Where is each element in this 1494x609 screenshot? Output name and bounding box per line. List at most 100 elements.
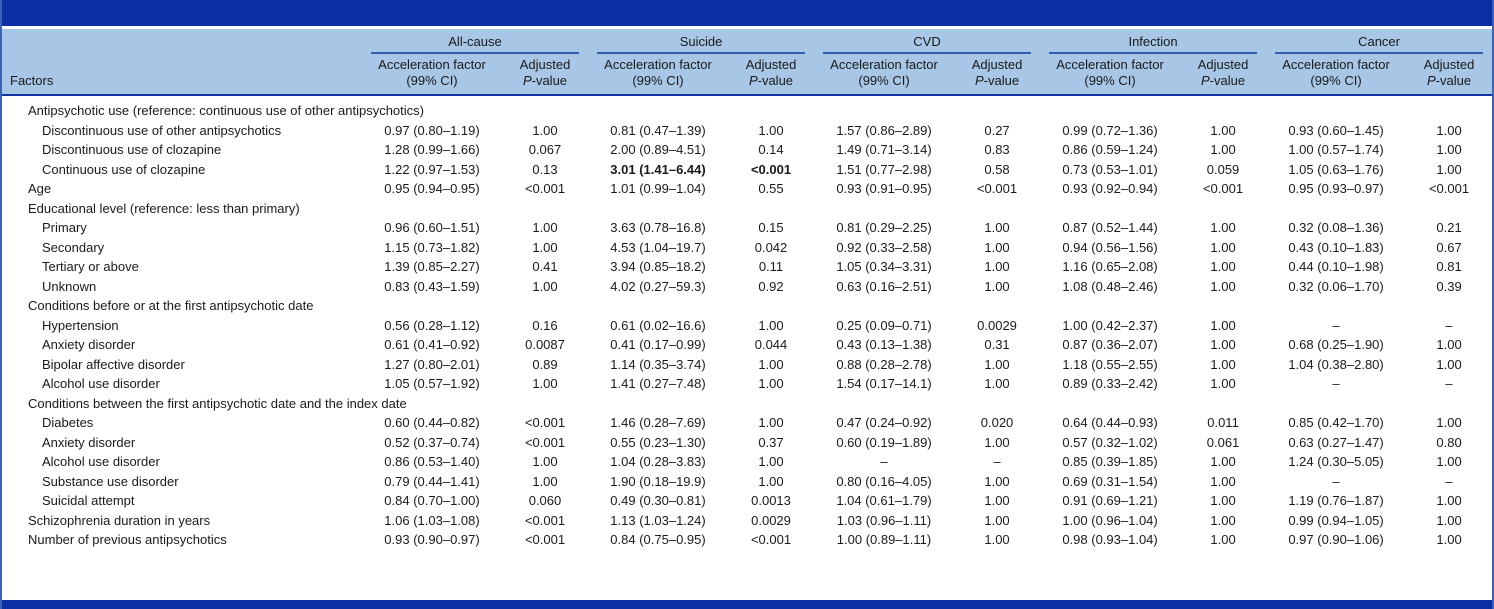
p-value: 1.00 bbox=[984, 434, 1010, 450]
acceleration-factor-value: 1.15 (0.73–1.82) bbox=[384, 239, 480, 255]
p-value: 0.13 bbox=[532, 161, 558, 177]
p-value: 1.00 bbox=[532, 278, 558, 294]
acceleration-factor-value: 1.39 (0.85–2.27) bbox=[384, 259, 480, 274]
factor-label: Number of previous antipsychotics bbox=[28, 532, 227, 547]
acceleration-factor-value: – bbox=[1332, 317, 1340, 333]
p-value: 0.21 bbox=[1436, 220, 1462, 235]
acceleration-factor-value: 0.73 (0.53–1.01) bbox=[1062, 161, 1158, 177]
acceleration-factor-value: 0.84 (0.75–0.95) bbox=[610, 532, 706, 547]
p-value: <0.001 bbox=[524, 434, 566, 450]
acceleration-factor-value: 0.56 (0.28–1.12) bbox=[384, 317, 480, 333]
acceleration-factor-value: 1.51 (0.77–2.98) bbox=[836, 161, 932, 177]
p-value: 0.059 bbox=[1206, 161, 1240, 177]
table-row: Primary 0.96 (0.60–1.51) 1.00 3.63 (0.78–16… bbox=[2, 218, 1492, 238]
p-value: 1.00 bbox=[1436, 122, 1462, 138]
table-row: Number of previous antipsychotics 0.93 (0… bbox=[2, 530, 1492, 550]
acceleration-factor-value: 1.13 (1.03–1.24) bbox=[610, 512, 706, 528]
p-value: 0.41 bbox=[532, 259, 558, 274]
acceleration-factor-value: 0.85 (0.42–1.70) bbox=[1288, 415, 1384, 430]
acceleration-factor-value: 0.97 (0.80–1.19) bbox=[384, 122, 480, 138]
p-value: 1.00 bbox=[984, 278, 1010, 294]
p-value: <0.001 bbox=[1202, 181, 1244, 196]
acceleration-factor-value: 0.93 (0.91–0.95) bbox=[836, 181, 932, 196]
section-row: Antipsychotic use (reference: continuous… bbox=[2, 95, 1492, 121]
group-header-infection: Infection bbox=[1040, 29, 1267, 54]
p-value: 0.55 bbox=[758, 181, 784, 196]
acceleration-factor-value: 1.00 (0.96–1.04) bbox=[1062, 512, 1158, 528]
p-value: 1.00 bbox=[1436, 142, 1462, 157]
table-row: Hypertension 0.56 (0.28–1.12) 0.16 0.61 (0.… bbox=[2, 316, 1492, 336]
acceleration-factor-value: 0.81 (0.47–1.39) bbox=[610, 122, 706, 138]
col-header-p-cancer: Adjusted P-value bbox=[1406, 54, 1493, 96]
factor-label: Alcohol use disorder bbox=[42, 376, 160, 391]
acceleration-factor-value: 1.16 (0.65–2.08) bbox=[1062, 259, 1158, 274]
p-value: <0.001 bbox=[750, 161, 792, 177]
p-value: 1.00 bbox=[984, 493, 1010, 508]
table-row: Secondary 1.15 (0.73–1.82) 1.00 4.53 (1.04–… bbox=[2, 238, 1492, 258]
factor-label: Educational level (reference: less than … bbox=[28, 200, 300, 216]
p-value: <0.001 bbox=[524, 181, 566, 196]
p-value: 0.37 bbox=[758, 434, 784, 450]
group-header-cancer: Cancer bbox=[1266, 29, 1493, 54]
acceleration-factor-value: 0.64 (0.44–0.93) bbox=[1062, 415, 1158, 430]
table-row: Substance use disorder 0.79 (0.44–1.41) 1.… bbox=[2, 472, 1492, 492]
acceleration-factor-value: 0.60 (0.44–0.82) bbox=[384, 415, 480, 430]
factor-label: Conditions between the first antipsychot… bbox=[28, 395, 407, 411]
acceleration-factor-value: 0.85 (0.39–1.85) bbox=[1062, 454, 1158, 469]
acceleration-factor-value: 0.80 (0.16–4.05) bbox=[836, 473, 932, 489]
acceleration-factor-value: 1.06 (1.03–1.08) bbox=[384, 512, 480, 528]
p-value: 1.00 bbox=[1210, 239, 1236, 255]
acceleration-factor-value: 1.46 (0.28–7.69) bbox=[610, 415, 706, 430]
table-row: Continuous use of clozapine 1.22 (0.97–1.… bbox=[2, 160, 1492, 180]
section-row: Educational level (reference: less than … bbox=[2, 199, 1492, 219]
p-value: 0.16 bbox=[532, 317, 558, 333]
acceleration-factor-value: 1.27 (0.80–2.01) bbox=[384, 356, 480, 372]
acceleration-factor-value: 0.69 (0.31–1.54) bbox=[1062, 473, 1158, 489]
p-value: 1.00 bbox=[1210, 259, 1236, 274]
p-value: 1.00 bbox=[1210, 473, 1236, 489]
factor-label: Continuous use of clozapine bbox=[42, 161, 206, 177]
acceleration-factor-value: 1.90 (0.18–19.9) bbox=[610, 473, 706, 489]
p-value: 1.00 bbox=[1210, 337, 1236, 352]
group-header-row: All-cause Suicide CVD Infection Cancer bbox=[2, 29, 1493, 54]
acceleration-factor-value: 0.89 (0.33–2.42) bbox=[1062, 376, 1158, 391]
section-row: Conditions before or at the first antips… bbox=[2, 296, 1492, 316]
acceleration-factor-value: 0.93 (0.92–0.94) bbox=[1062, 181, 1158, 196]
p-value: 0.042 bbox=[754, 239, 788, 255]
p-value: 1.00 bbox=[532, 220, 558, 235]
p-value: 1.00 bbox=[1436, 532, 1462, 547]
acceleration-factor-value: 0.61 (0.41–0.92) bbox=[384, 337, 480, 352]
factor-label: Anxiety disorder bbox=[42, 434, 136, 450]
p-value: 1.00 bbox=[984, 473, 1010, 489]
p-value: 0.92 bbox=[758, 278, 784, 294]
acceleration-factor-value: 0.93 (0.60–1.45) bbox=[1288, 122, 1384, 138]
p-value: 1.00 bbox=[1436, 454, 1462, 469]
factor-label: Unknown bbox=[42, 278, 97, 294]
acceleration-factor-value: 1.04 (0.38–2.80) bbox=[1288, 356, 1384, 372]
p-value: 1.00 bbox=[1210, 317, 1236, 333]
p-value: 1.00 bbox=[758, 317, 784, 333]
acceleration-factor-value: 0.98 (0.93–1.04) bbox=[1062, 532, 1158, 547]
p-value: 1.00 bbox=[1436, 337, 1462, 352]
factor-label: Diabetes bbox=[42, 415, 94, 430]
acceleration-factor-value: 1.00 (0.57–1.74) bbox=[1288, 142, 1384, 157]
p-value: – bbox=[1445, 376, 1453, 391]
factor-label: Suicidal attempt bbox=[42, 493, 135, 508]
col-header-p-infection: Adjusted P-value bbox=[1180, 54, 1267, 96]
p-value: <0.001 bbox=[524, 512, 566, 528]
group-header-all-cause: All-cause bbox=[362, 29, 588, 54]
acceleration-factor-value: 0.68 (0.25–1.90) bbox=[1288, 337, 1384, 352]
acceleration-factor-value: 0.86 (0.59–1.24) bbox=[1062, 142, 1158, 157]
table-row: Age 0.95 (0.94–0.95) <0.001 1.01 (0.99–1.04… bbox=[2, 179, 1492, 199]
factor-label: Age bbox=[28, 181, 52, 196]
acceleration-factor-value: 1.01 (0.99–1.04) bbox=[610, 181, 706, 196]
acceleration-factor-value: 0.84 (0.70–1.00) bbox=[384, 493, 480, 508]
col-header-accel-cancer: Acceleration factor (99% CI) bbox=[1266, 54, 1407, 96]
table-row: Schizophrenia duration in years 1.06 (1.0… bbox=[2, 511, 1492, 531]
acceleration-factor-value: 2.00 (0.89–4.51) bbox=[610, 142, 706, 157]
top-accent-bar bbox=[2, 0, 1492, 26]
p-value: 1.00 bbox=[532, 454, 558, 469]
factor-label: Hypertension bbox=[42, 317, 119, 333]
table-row: Unknown 0.83 (0.43–1.59) 1.00 4.02 (0.27–59… bbox=[2, 277, 1492, 297]
